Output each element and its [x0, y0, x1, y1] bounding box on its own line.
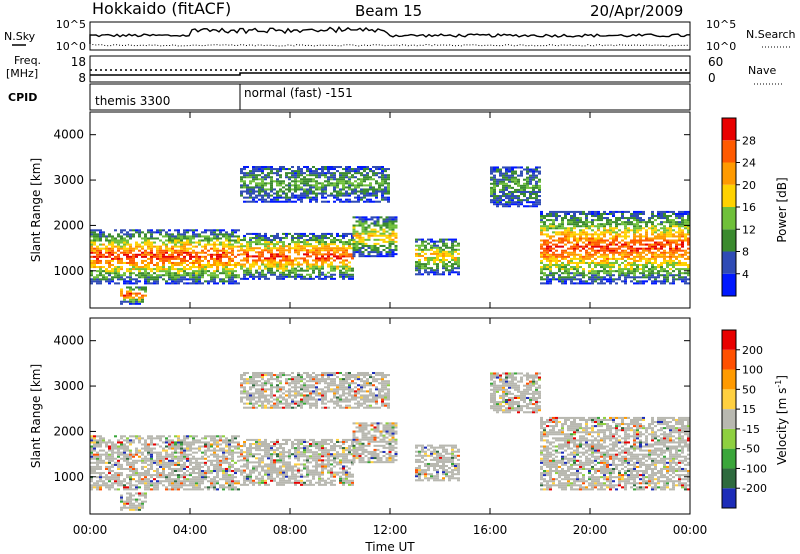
range-tick-label: 3000: [53, 173, 84, 187]
colorbar-tick-label: -200: [742, 482, 767, 495]
velocity-panel: 1000 2000 3000 4000 Slant Range [km] 200 100…: [29, 317, 789, 515]
noise-right-tick-bottom: 10^0: [706, 40, 736, 53]
colorbar-tick-label: 4: [742, 268, 749, 281]
time-tick-label: 20:00: [573, 523, 608, 537]
colorbar-tick-label: 24: [742, 157, 756, 170]
noise-left-label: N.Sky: [4, 30, 36, 43]
colorbar-tick-label: 15: [742, 403, 756, 416]
colorbar-tick-label: 16: [742, 201, 756, 214]
noise-search-line: [89, 43, 691, 47]
colorbar-tick-label: 20: [742, 179, 756, 192]
range-tick-label: 1000: [53, 470, 84, 484]
range-tick-label: 1000: [53, 264, 84, 278]
colorbar-tick-label: 100: [742, 364, 763, 377]
range-tick-label: 3000: [53, 379, 84, 393]
freq-panel: Freq. [MHz] 18 8 60 0 Nave: [6, 54, 784, 85]
freq-label-1: Freq.: [14, 54, 41, 67]
noise-left-tick-top: 10^5: [56, 18, 86, 31]
time-axis-title: Time UT: [364, 540, 415, 554]
date-title: 20/Apr/2009: [590, 2, 683, 20]
time-tick-label: 04:00: [173, 523, 208, 537]
time-tick-label: 16:00: [473, 523, 508, 537]
power-y-axis: 1000 2000 3000 4000: [53, 128, 690, 278]
cpid-mode-normal: normal (fast) -151: [244, 86, 353, 100]
freq-line: [90, 72, 690, 76]
colorbar-tick-label: -15: [742, 423, 760, 436]
range-tick-label: 4000: [53, 334, 84, 348]
freq-label-2: [MHz]: [6, 67, 38, 80]
time-axis: 00:00 04:00 08:00 12:00 16:00 20:00 00:00: [73, 112, 708, 537]
colorbar-tick-label: 28: [742, 134, 756, 147]
time-tick-label: 00:00: [673, 523, 708, 537]
cpid-label: CPID: [8, 91, 37, 104]
colorbar-tick-label: -50: [742, 443, 760, 456]
velocity-ylabel: Slant Range [km]: [29, 364, 43, 468]
noise-right-tick-top: 10^5: [706, 18, 736, 31]
power-echo-map: [90, 165, 690, 305]
freq-tick-bottom: 8: [78, 71, 86, 85]
noise-left-tick-bottom: 10^0: [56, 40, 86, 53]
beam-title: Beam 15: [355, 2, 422, 20]
noise-sky-line: [89, 26, 690, 44]
noise-panel: N.Sky 10^5 10^0 10^5 10^0 N.Search: [4, 18, 796, 53]
time-tick-label: 08:00: [273, 523, 308, 537]
nave-label: Nave: [748, 64, 776, 77]
station-title: Hokkaido (fitACF): [92, 0, 231, 18]
velocity-y-axis: 1000 2000 3000 4000: [53, 334, 690, 484]
power-colorbar: 4 8 12 16 20 24 28: [721, 117, 756, 297]
velocity-colorbar-title: Velocity [m s-1]: [774, 375, 789, 465]
cpid-panel: CPID themis 3300 normal (fast) -151: [8, 83, 691, 111]
velocity-echo-map: [90, 371, 690, 511]
range-tick-label: 2000: [53, 218, 84, 232]
cpid-mode-themis: themis 3300: [95, 94, 170, 108]
power-ylabel: Slant Range [km]: [29, 158, 43, 262]
range-tick-label: 2000: [53, 424, 84, 438]
velocity-colorbar: 200 100 50 15 -15 -50 -100 -200: [721, 329, 767, 509]
power-panel: 1000 2000 3000 4000 Slant Range [km] 4 8 12 16…: [29, 111, 789, 309]
power-colorbar-title: Power [dB]: [775, 177, 789, 242]
time-tick-label: 12:00: [373, 523, 408, 537]
colorbar-tick-label: 50: [742, 383, 756, 396]
time-tick-label: 00:00: [73, 523, 108, 537]
colorbar-tick-label: 12: [742, 223, 756, 236]
nave-tick-top: 60: [708, 55, 723, 69]
freq-tick-top: 18: [71, 55, 86, 69]
colorbar-tick-label: 200: [742, 344, 763, 357]
colorbar-tick-label: -100: [742, 462, 767, 475]
noise-right-label: N.Search: [746, 28, 796, 41]
colorbar-tick-label: 8: [742, 246, 749, 259]
nave-tick-bottom: 0: [708, 71, 716, 85]
range-tick-label: 4000: [53, 128, 84, 142]
